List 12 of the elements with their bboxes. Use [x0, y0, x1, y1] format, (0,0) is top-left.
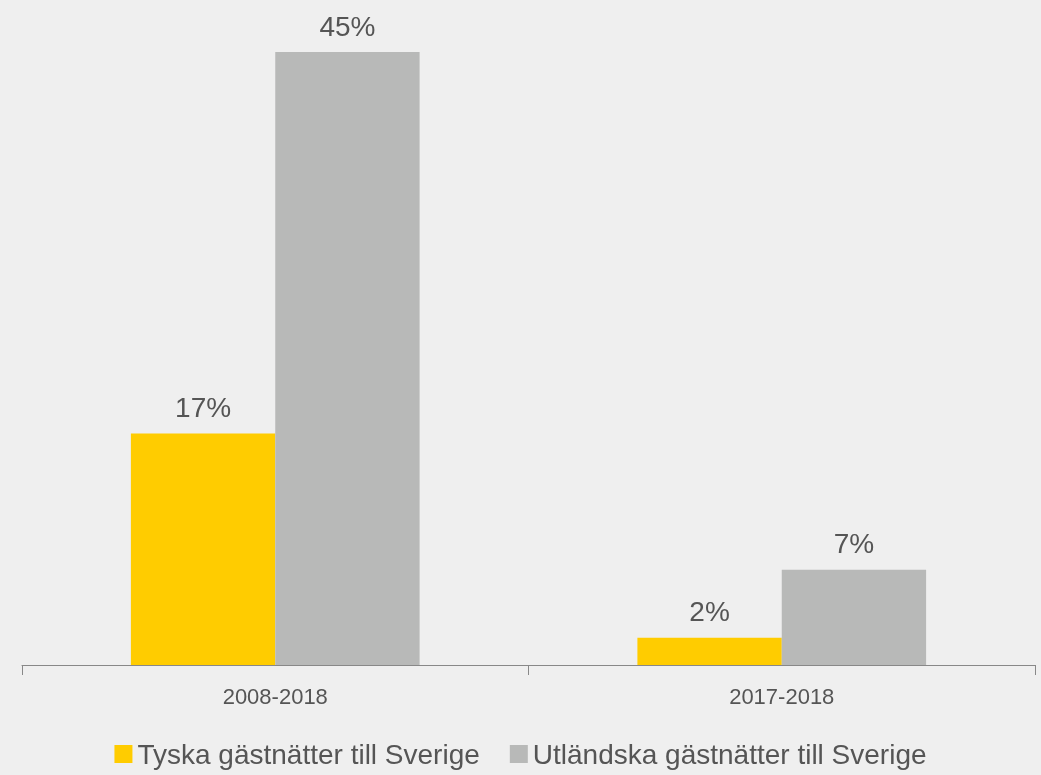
x-tick-label: 2008-2018 [222, 683, 328, 709]
bar [275, 52, 420, 665]
data-label: 7% [833, 528, 875, 560]
bar [781, 569, 927, 665]
x-tick-label: 2017-2018 [729, 683, 835, 709]
legend-label: Tyska gästnätter till Sverige [137, 738, 480, 770]
data-label: 2% [689, 596, 730, 628]
bar [637, 637, 782, 665]
data-label: 45% [319, 10, 376, 42]
bar [130, 433, 276, 665]
data-label: 17% [175, 391, 232, 423]
legend-label: Utländska gästnätter till Sverige [532, 738, 927, 770]
